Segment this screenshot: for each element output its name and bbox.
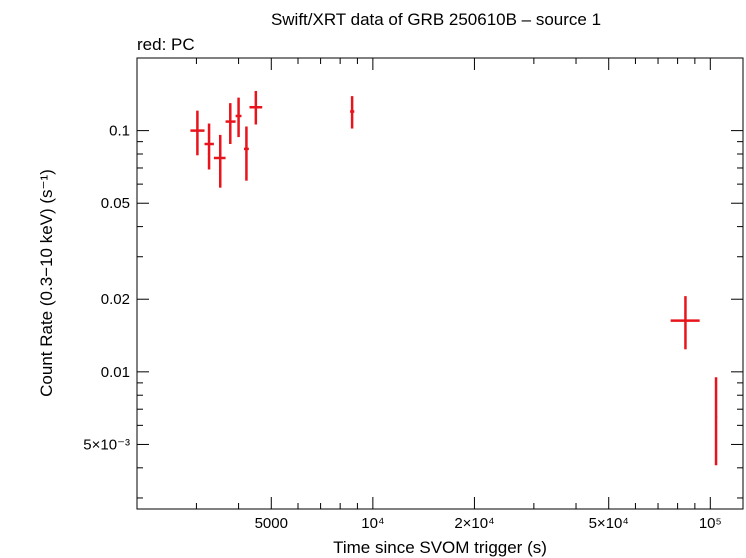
data-point: [714, 377, 718, 466]
chart-subtitle: red: PC: [137, 35, 195, 54]
x-tick-label: 2×10⁴: [454, 515, 494, 532]
axis-tick-labels: 5000 10⁴ 2×10⁴ 5×10⁴ 10⁵ 0.1 0.05 0.02 0.01 5×10⁻…: [83, 123, 721, 532]
data-point: [190, 110, 205, 156]
data-point: [670, 296, 700, 350]
data-point: [243, 126, 249, 181]
x-tick-label: 10⁵: [699, 515, 722, 532]
data-point: [249, 90, 263, 125]
y-tick-label: 0.01: [101, 364, 130, 381]
data-point: [225, 103, 236, 145]
x-tick-label: 10⁴: [361, 515, 384, 532]
y-tick-label: 0.05: [101, 195, 130, 212]
y-tick-label: 0.02: [101, 291, 130, 308]
data-point: [204, 123, 214, 170]
data-point: [350, 96, 355, 129]
data-points: [190, 90, 718, 466]
y-tick-label: 5×10⁻³: [83, 436, 130, 453]
chart-title: Swift/XRT data of GRB 250610B – source 1: [271, 10, 601, 29]
x-tick-label: 5000: [255, 515, 288, 532]
x-axis-label: Time since SVOM trigger (s): [333, 538, 547, 557]
x-tick-label: 5×10⁴: [589, 515, 629, 532]
data-point: [235, 97, 242, 138]
plot-frame: [136, 57, 744, 510]
y-tick-label: 0.1: [109, 123, 130, 140]
y-axis-label: Count Rate (0.3−10 keV) (s⁻¹): [37, 169, 56, 397]
data-point: [213, 134, 226, 188]
axis-ticks: [136, 57, 743, 509]
